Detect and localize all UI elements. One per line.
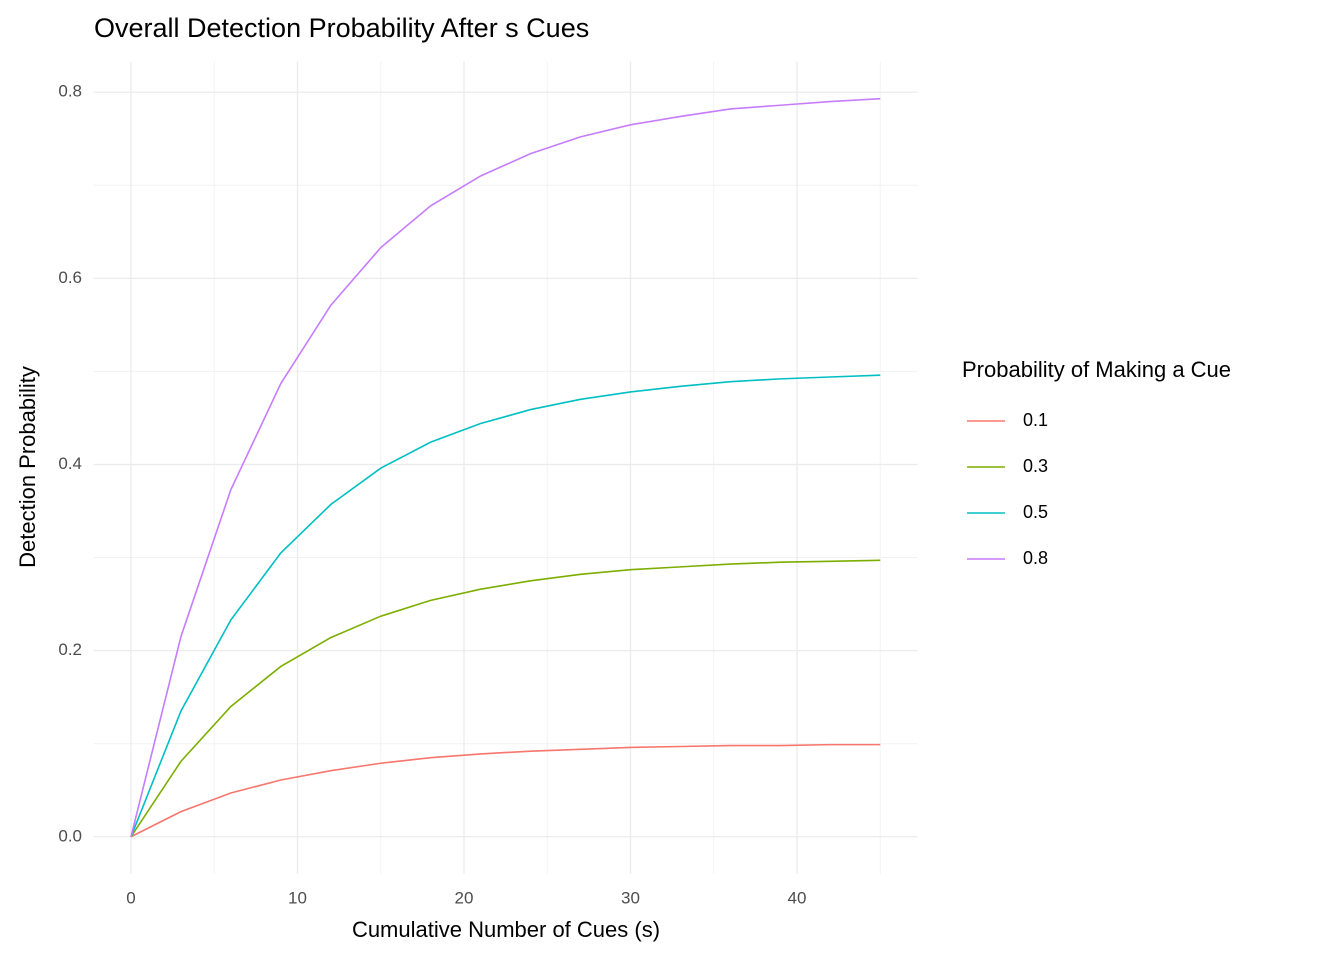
y-tick-label: 0.0 [58, 826, 82, 845]
x-tick-label: 10 [288, 888, 307, 907]
series-line [130, 97, 881, 837]
legend-label: 0.3 [1023, 456, 1048, 476]
y-tick-label: 0.2 [58, 640, 82, 659]
legend-label: 0.8 [1023, 548, 1048, 568]
x-tick-label: 20 [455, 888, 474, 907]
y-tick-label: 0.4 [58, 454, 82, 473]
x-axis-label: Cumulative Number of Cues (s) [352, 917, 660, 942]
y-tick-label: 0.6 [58, 268, 82, 287]
x-tick-label: 40 [788, 888, 807, 907]
legend-label: 0.5 [1023, 502, 1048, 522]
legend-label: 0.1 [1023, 410, 1048, 430]
legend-title: Probability of Making a Cue [962, 357, 1231, 382]
y-axis-label: Detection Probability [15, 366, 40, 568]
series-line [130, 559, 881, 838]
series-line [130, 374, 881, 838]
series-line [130, 743, 881, 838]
x-tick-label: 30 [621, 888, 640, 907]
y-tick-label: 0.8 [58, 82, 82, 101]
x-tick-label: 0 [126, 888, 135, 907]
chart-title: Overall Detection Probability After s Cu… [94, 13, 589, 43]
